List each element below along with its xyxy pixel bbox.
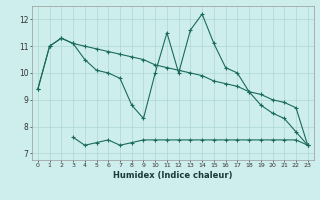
X-axis label: Humidex (Indice chaleur): Humidex (Indice chaleur): [113, 171, 233, 180]
